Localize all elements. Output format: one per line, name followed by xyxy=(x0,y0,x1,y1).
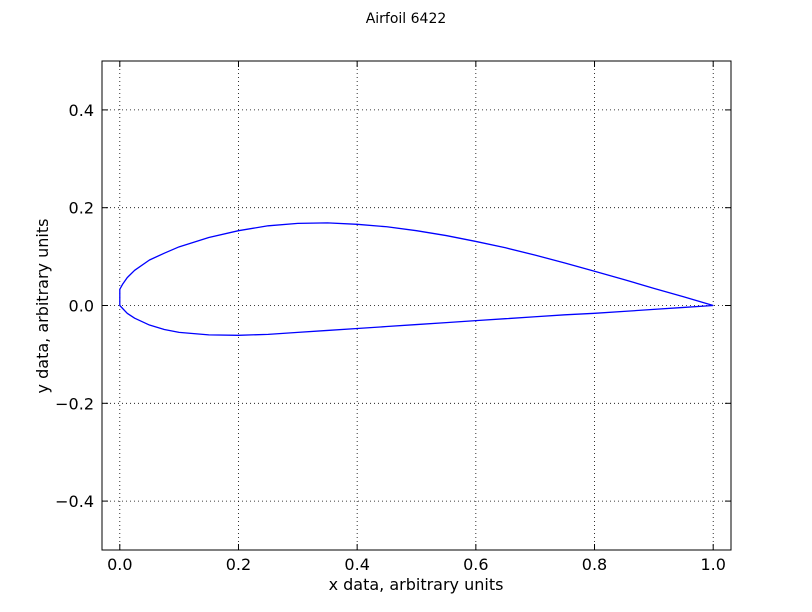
y-tick-label: −0.2 xyxy=(55,394,94,413)
x-tick-label: 0.8 xyxy=(582,555,607,574)
x-axis-label: x data, arbitrary units xyxy=(329,575,504,594)
chart-title: Airfoil 6422 xyxy=(366,11,447,27)
y-tick-labels: −0.4 −0.2 0.0 0.2 0.4 xyxy=(55,101,94,511)
grid xyxy=(102,61,731,550)
series-layer xyxy=(119,222,714,336)
y-tick-label: 0.0 xyxy=(69,297,94,316)
airfoil-profile-line xyxy=(119,222,714,336)
x-tick-label: 0.0 xyxy=(107,555,132,574)
x-tick-label: 0.6 xyxy=(463,555,488,574)
x-tick-label: 0.2 xyxy=(226,555,251,574)
y-tick-label: 0.2 xyxy=(69,199,94,218)
ticks xyxy=(102,61,731,550)
x-tick-label: 0.4 xyxy=(344,555,369,574)
y-axis-label: y data, arbitrary units xyxy=(33,219,52,394)
x-tick-label: 1.0 xyxy=(700,555,725,574)
plot-frame xyxy=(101,60,732,551)
y-tick-label: −0.4 xyxy=(55,492,94,511)
y-tick-label: 0.4 xyxy=(69,101,94,120)
x-tick-labels: 0.0 0.2 0.4 0.6 0.8 1.0 xyxy=(107,555,726,574)
